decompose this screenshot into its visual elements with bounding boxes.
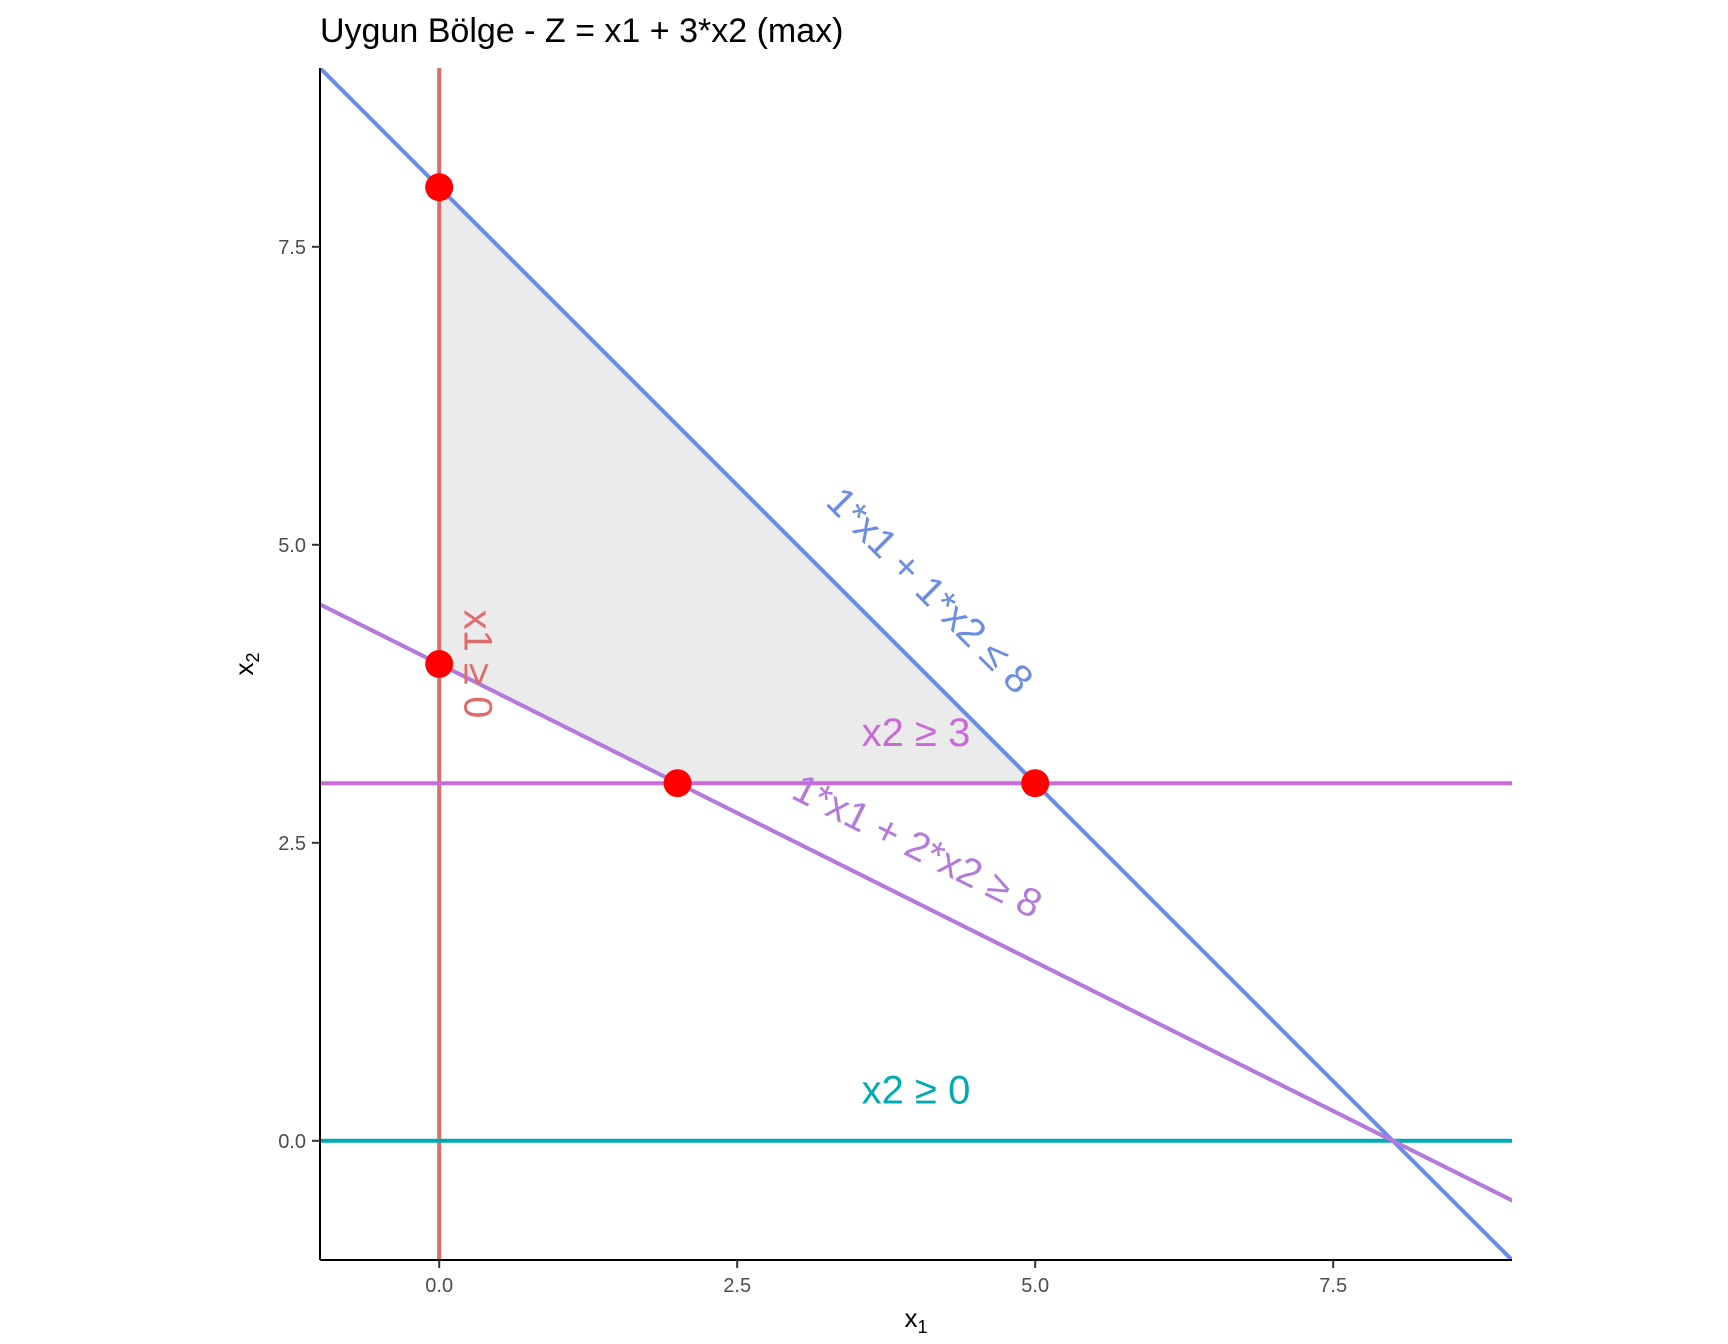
constraint-label-c3: x2 ≥ 3: [862, 711, 971, 755]
corner-point-1: [425, 173, 454, 202]
y-axis-title-subscript: 2: [243, 652, 263, 662]
corner-point-2: [425, 650, 454, 678]
chart-title: Uygun Bölge - Z = x1 + 3*x2 (max): [320, 12, 843, 50]
y-tick-label: 5.0: [278, 535, 306, 557]
constraint-line-c4: [320, 68, 1512, 1260]
x-tick-label: 0.0: [425, 1275, 453, 1297]
corner-point-4: [1021, 769, 1050, 798]
constraint-label-c2: x2 ≥ 0: [862, 1069, 971, 1113]
x-tick-label: 7.5: [1319, 1275, 1347, 1297]
x-tick-label: 2.5: [723, 1275, 751, 1297]
y-tick-label: 2.5: [278, 833, 306, 855]
x-tick-label: 5.0: [1021, 1275, 1049, 1297]
y-tick-label: 0.0: [278, 1131, 306, 1153]
x-axis-title: x1: [904, 1303, 927, 1337]
y-axis-title: x2: [229, 652, 263, 675]
x-axis-title-text: x: [904, 1303, 917, 1333]
x-axis-title-subscript: 1: [917, 1317, 927, 1337]
constraint-label-c1: x1 ≥ 0: [455, 610, 499, 719]
y-tick-label: 7.5: [278, 237, 306, 259]
y-axis-title-text: x: [229, 663, 259, 676]
constraint-line-c5: [320, 602, 1512, 1203]
corner-point-3: [663, 769, 692, 798]
